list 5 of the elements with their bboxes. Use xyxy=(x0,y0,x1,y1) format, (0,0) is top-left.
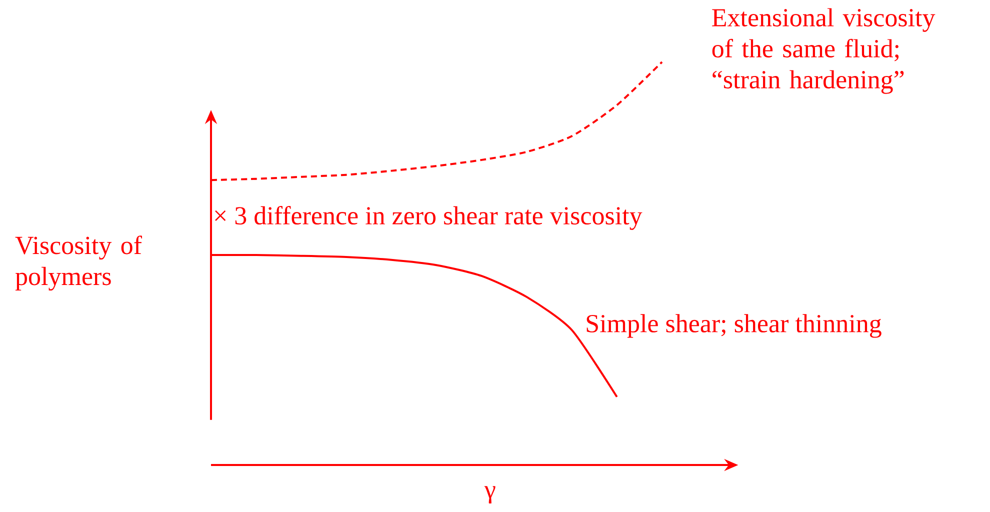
annotation: × 3 difference in zero shear rate viscosity xyxy=(215,206,642,230)
y-axis-title: Viscosity of polymers xyxy=(15,236,142,291)
x-axis-title: γ xyxy=(484,486,496,504)
annotation: Simple shear; shear thinning xyxy=(586,314,882,338)
text: Extensional viscosity of the same fluid; “strain hardening” xyxy=(712,8,936,94)
